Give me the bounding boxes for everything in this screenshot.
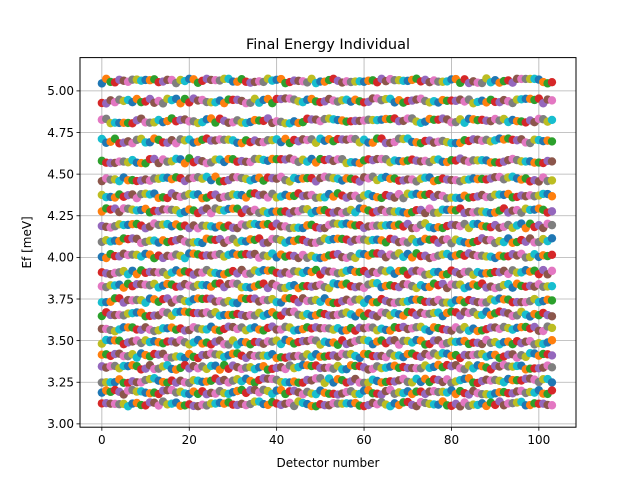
scatter-point (547, 296, 557, 305)
scatter-point (547, 323, 557, 333)
scatter-point (547, 115, 557, 125)
x-tick-label: 60 (356, 433, 371, 447)
data-points (97, 74, 557, 411)
y-tick-label: 5.00 (47, 84, 74, 98)
scatter-point (547, 378, 557, 387)
scatter-point (547, 207, 557, 216)
y-tick-label: 3.00 (47, 417, 74, 431)
scatter-point (547, 386, 557, 395)
y-tick-label: 4.25 (47, 209, 74, 223)
y-tick-label: 4.50 (47, 167, 74, 181)
x-tick-label: 40 (269, 433, 284, 447)
scatter-point (547, 192, 557, 201)
scatter-point (547, 250, 557, 260)
scatter-point (547, 281, 557, 291)
y-tick-label: 4.00 (47, 251, 74, 265)
chart-title: Final Energy Individual (246, 37, 410, 53)
scatter-point (547, 266, 557, 276)
x-tick-label: 0 (98, 433, 106, 447)
scatter-point (547, 96, 557, 105)
y-tick-label: 3.75 (47, 292, 74, 306)
scatter-point (547, 234, 557, 243)
scatter-point (547, 220, 557, 230)
scatter-point (547, 157, 557, 166)
x-tick-label: 20 (182, 433, 197, 447)
y-tick-label: 3.25 (47, 376, 74, 390)
scatter-point (547, 401, 557, 410)
scatter-point (547, 336, 557, 345)
y-axis-ticks: 3.00 3.25 3.50 3.75 4.00 4.25 4.50 4.75 5.00 (47, 84, 80, 431)
scatter-point (547, 176, 557, 185)
y-axis-label: Ef [meV] (20, 216, 34, 268)
x-tick-label: 80 (444, 433, 459, 447)
y-tick-label: 3.50 (47, 334, 74, 348)
scatter-point (547, 312, 557, 321)
x-tick-label: 100 (527, 433, 550, 447)
y-tick-label: 4.75 (47, 126, 74, 140)
plot-frame (79, 57, 577, 428)
scatter-point (547, 363, 557, 372)
scatter-point (547, 137, 557, 146)
x-axis-ticks: 0 20 40 60 80 100 (98, 427, 550, 447)
scatter-point (547, 351, 557, 360)
x-axis-label: Detector number (277, 456, 380, 470)
scatter-point (547, 77, 557, 87)
